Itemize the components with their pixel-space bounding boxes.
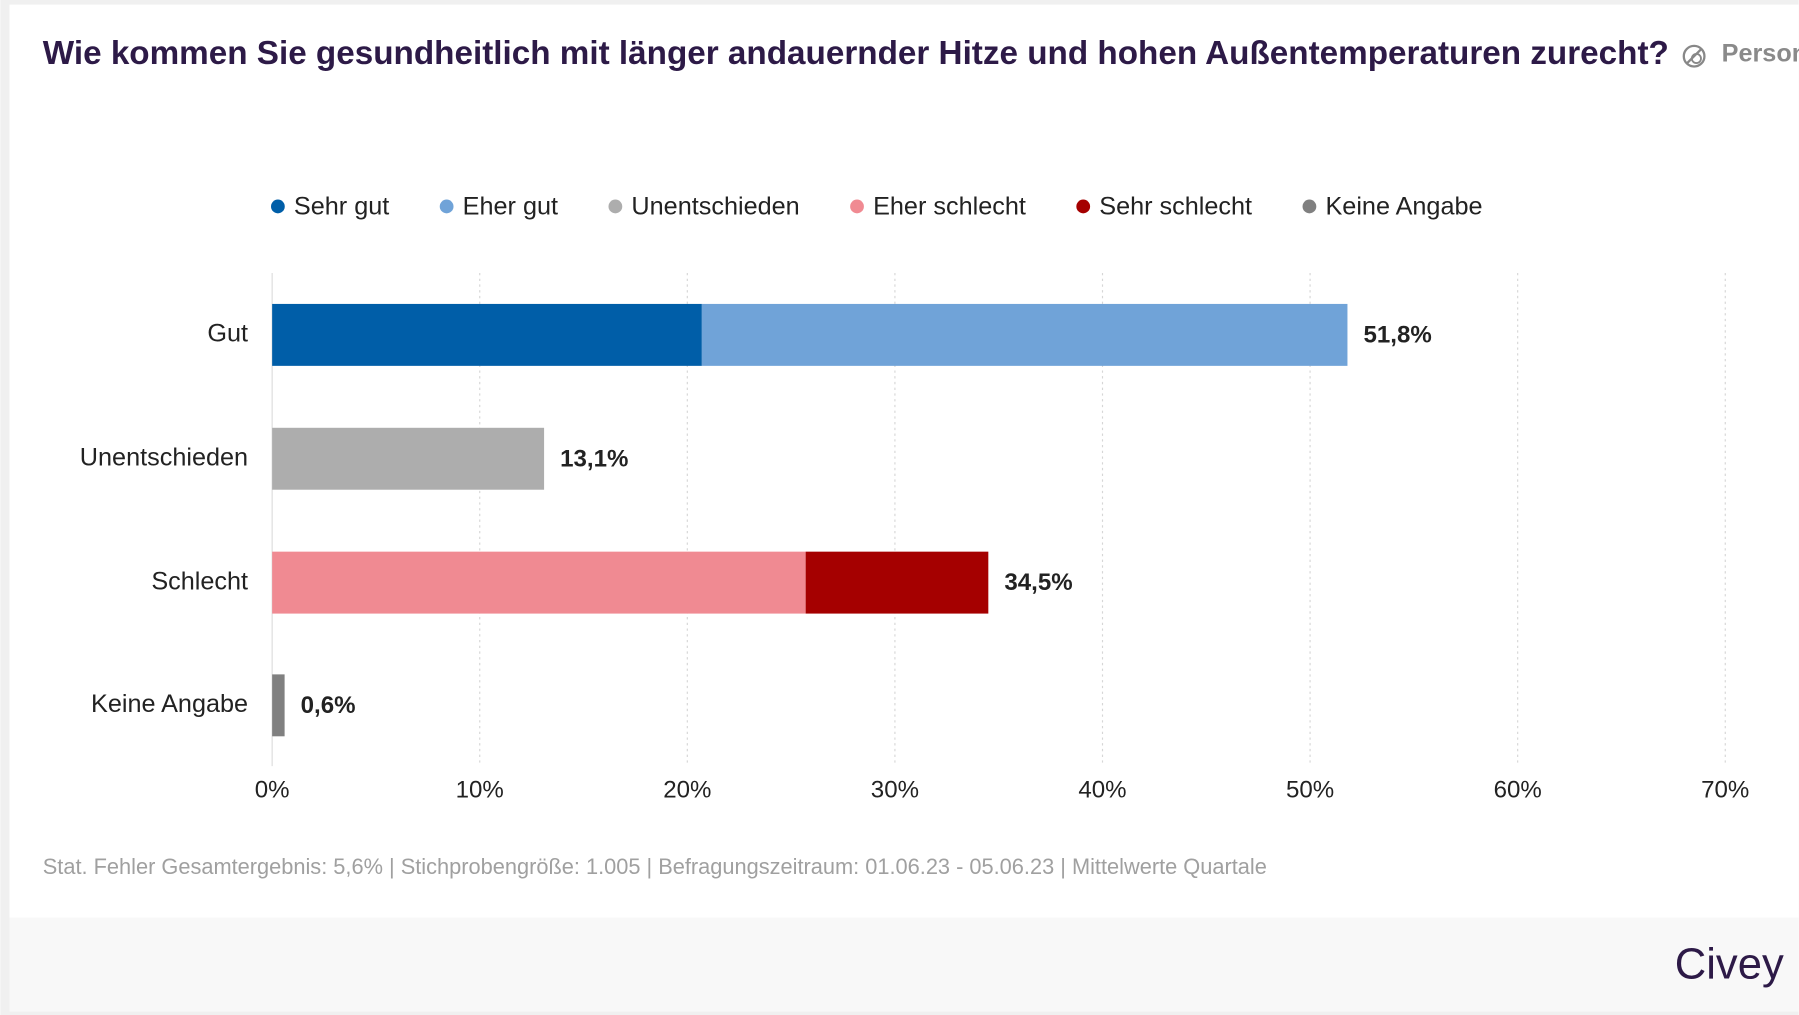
x-tick-label: 60% (1494, 777, 1542, 804)
subtitle: Personen aus dem Rheinland oder Hamburg (1722, 40, 1799, 68)
bar-segment (805, 551, 989, 614)
x-tick-label: 50% (1286, 777, 1334, 804)
legend-label: Eher schlecht (873, 192, 1026, 220)
legend-marker (1302, 199, 1317, 214)
footer-band (9, 917, 1799, 1012)
legend-label: Keine Angabe (1325, 192, 1482, 220)
x-tick-label: 30% (871, 777, 919, 804)
y-tick-label: Keine Angabe (91, 690, 248, 718)
value-label: 51,8% (1364, 321, 1432, 348)
x-tick-label: 0% (255, 777, 290, 804)
brand: Civey (1675, 940, 1784, 988)
icon (1682, 44, 1706, 68)
x-tick-label: 40% (1078, 777, 1126, 804)
legend-marker (271, 199, 285, 214)
legend-marker (850, 199, 864, 214)
value-label: 0,6% (301, 692, 356, 719)
card (9, 4, 1799, 1012)
x-tick-label: 10% (456, 777, 504, 804)
title-line: Wie kommen Sie gesundheitlich mit länger… (43, 35, 1669, 72)
y-tick-label: Gut (207, 320, 248, 348)
legend-marker (1076, 199, 1091, 214)
legend-label: Sehr gut (294, 192, 389, 220)
value-label: 13,1% (560, 445, 628, 472)
legend-marker (439, 199, 454, 214)
bar-segment (272, 674, 285, 737)
legend-marker (608, 199, 623, 214)
chart-title: Wie kommen Sie gesundheitlich mit länger… (43, 35, 1669, 72)
footer: Stat. Fehler Gesamtergebnis: 5,6% | Stic… (43, 854, 1267, 879)
bar-segment (701, 303, 1348, 366)
x-tick-label: 70% (1701, 777, 1749, 804)
bar-segment (272, 551, 806, 614)
legend-label: Unentschieden (631, 192, 799, 220)
y-tick-label: Schlecht (151, 567, 248, 595)
title-group: Wie kommen Sie gesundheitlich mit länger… (43, 35, 1669, 72)
legend-label: Eher gut (463, 192, 558, 220)
bar-segment (272, 303, 702, 366)
legend-label: Sehr schlecht (1099, 192, 1252, 220)
bar-segment (272, 427, 545, 490)
x-tick-label: 20% (663, 777, 711, 804)
y-tick-label: Unentschieden (80, 443, 248, 471)
value-label: 34,5% (1004, 569, 1072, 596)
